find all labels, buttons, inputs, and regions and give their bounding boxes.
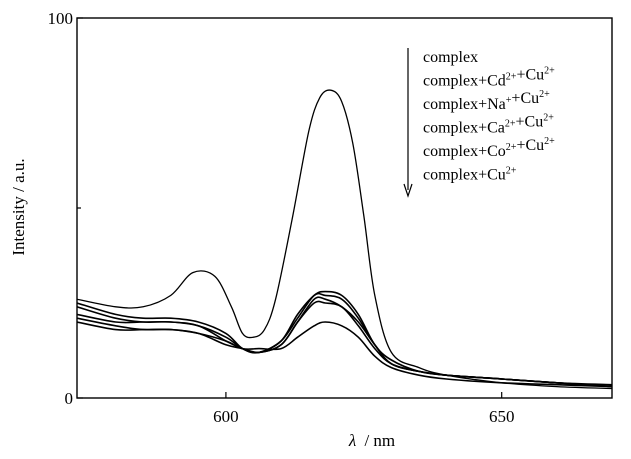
legend-base: complex <box>423 120 478 137</box>
legend-superscript: 2+ <box>505 119 516 130</box>
x-axis-symbol: λ <box>348 431 356 450</box>
legend-base: complex <box>423 96 478 113</box>
legend-ion-text: +Cu <box>516 67 544 84</box>
legend-ion-text: +Cu <box>478 167 506 184</box>
legend-superscript: 2+ <box>506 166 517 177</box>
series-line-5 <box>77 300 612 388</box>
legend-entry-6: complex+Cu2+ <box>423 166 517 184</box>
legend-superscript: 2+ <box>544 136 555 147</box>
ticks-layer: 600 650 0 100 <box>48 9 515 426</box>
legend-superscript: 2+ <box>539 89 550 100</box>
legend-superscript: 2+ <box>543 113 554 124</box>
series-layer <box>77 89 612 390</box>
legend-base: complex <box>423 49 478 66</box>
legend-entry-5: complex+Co2++Cu2+ <box>423 136 555 160</box>
legend-superscript: + <box>506 95 512 106</box>
legend-ion-text: +Na <box>478 96 506 113</box>
legend-entry-1: complex <box>423 49 478 66</box>
legend-base: complex <box>423 167 478 184</box>
legend-ion-text: +Cd <box>478 73 506 90</box>
series-line-2 <box>77 290 612 388</box>
x-axis-label: λ / nm <box>348 431 395 450</box>
legend-ion-text: +Ca <box>478 120 505 137</box>
legend-superscript: 2+ <box>544 66 555 77</box>
legend-superscript: 2+ <box>506 72 517 83</box>
legend-arrow-head <box>403 183 413 198</box>
series-line-4 <box>77 296 612 386</box>
legend: complexcomplex+Cd2++Cu2+complex+Na++Cu2+… <box>403 48 555 198</box>
legend-ion-text: +Cu <box>516 114 544 131</box>
y-tick-label: 0 <box>65 389 74 408</box>
legend-entry-4: complex+Ca2++Cu2+ <box>423 113 554 137</box>
x-tick-label: 650 <box>489 407 515 426</box>
legend-ion-text: +Cu <box>511 90 539 107</box>
series-line-3 <box>77 292 612 388</box>
legend-base: complex <box>423 143 478 160</box>
x-axis-unit: / nm <box>364 431 395 450</box>
y-tick-label: 100 <box>48 9 74 28</box>
legend-ion-text: +Co <box>478 143 506 160</box>
series-line-1 <box>77 89 612 390</box>
legend-entry-3: complex+Na++Cu2+ <box>423 89 550 113</box>
legend-superscript: 2+ <box>506 142 517 153</box>
x-tick-label: 600 <box>213 407 239 426</box>
series-line-6 <box>77 321 612 388</box>
legend-entry-2: complex+Cd2++Cu2+ <box>423 66 555 90</box>
legend-ion-text: +Cu <box>516 137 544 154</box>
y-axis-label: Intensity / a.u. <box>9 158 28 255</box>
legend-base: complex <box>423 73 478 90</box>
